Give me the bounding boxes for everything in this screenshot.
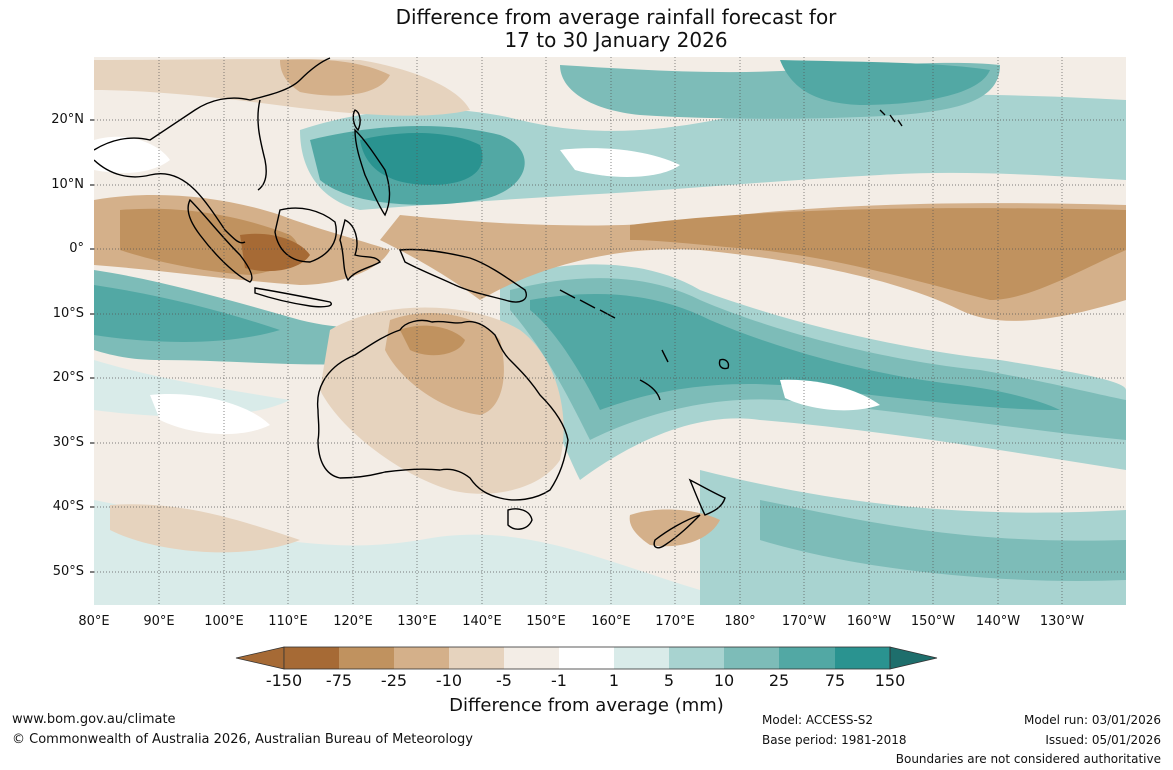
lat-label-20s: 20°S: [52, 370, 84, 385]
axis-ticks: [90, 119, 94, 573]
colorbar-swatch-10: [779, 647, 835, 669]
lat-label-0: 0°: [69, 241, 84, 256]
fiji-outline: [718, 358, 730, 370]
colorbar-tick-m150: -150: [265, 671, 303, 690]
colorbar-tick-5: 5: [663, 671, 675, 690]
lon-label-120e: 120°E: [333, 614, 373, 629]
lat-label-30s: 30°S: [52, 435, 84, 450]
lat-label-40s: 40°S: [52, 499, 84, 514]
borneo-outline: [274, 207, 337, 263]
new-guinea-outline: [398, 248, 527, 303]
chart-title-line1: Difference from average rainfall forecas…: [395, 5, 837, 29]
sumatra-outline: [187, 198, 253, 283]
vanuatu-new-caledonia-outline: [639, 349, 669, 401]
lon-label-150e: 150°E: [526, 614, 566, 629]
chart-title-line2: 17 to 30 January 2026: [504, 28, 728, 52]
colorbar-swatch-7: [614, 647, 669, 669]
colorbar-tick-75: 75: [824, 671, 846, 690]
new-zealand-south-outline: [653, 514, 701, 549]
colorbar-swatch-11: [835, 647, 890, 669]
lat-label-10n: 10°N: [51, 177, 84, 192]
taiwan-outline: [352, 109, 361, 132]
colorbar-extend-wet: [889, 646, 938, 670]
colorbar-swatch-2: [339, 647, 394, 669]
colorbar-label: Difference from average (mm): [449, 695, 724, 716]
graticule: [94, 57, 1126, 605]
tasmania-outline: [507, 508, 533, 530]
land-outlines: [94, 57, 903, 549]
colorbar-swatch-8: [669, 647, 724, 669]
colorbar-swatch-1: [284, 647, 339, 669]
anomaly-field: [94, 57, 1126, 605]
lon-label-130w: 130°W: [1039, 614, 1085, 629]
colorbar-swatch-5: [504, 647, 559, 669]
copyright-text: © Commonwealth of Australia 2026, Austra…: [12, 732, 473, 747]
asia-mainland-outline: [94, 57, 331, 244]
boundaries-disclaimer: Boundaries are not considered authoritat…: [895, 752, 1161, 766]
lon-label-130e: 130°E: [397, 614, 437, 629]
colorbar-swatch-3: [394, 647, 449, 669]
lon-label-150w: 150°W: [910, 614, 956, 629]
model-run-date: Model run: 03/01/2026: [1023, 713, 1161, 727]
colorbar-tick-m25: -25: [380, 671, 408, 690]
java-outline: [254, 287, 332, 308]
colorbar-tick-10: 10: [713, 671, 735, 690]
lon-label-180: 180°: [724, 614, 756, 629]
lon-label-170e: 170°E: [655, 614, 695, 629]
lon-label-160w: 160°W: [846, 614, 892, 629]
colorbar-swatch-4: [449, 647, 504, 669]
lat-label-10s: 10°S: [52, 306, 84, 321]
sulawesi-outline: [339, 218, 382, 282]
colorbar-swatch-9: [724, 647, 779, 669]
issued-date: Issued: 05/01/2026: [1045, 733, 1161, 747]
lon-label-140w: 140°W: [975, 614, 1021, 629]
australia-outline: [316, 319, 569, 501]
colorbar-extend-dry: [235, 646, 285, 670]
lon-label-170w: 170°W: [781, 614, 827, 629]
colorbar-tick-m5: -5: [496, 671, 512, 690]
website-link[interactable]: www.bom.gov.au/climate: [12, 712, 176, 727]
colorbar-tick-m1: -1: [551, 671, 567, 690]
lon-label-140e: 140°E: [462, 614, 502, 629]
colorbar-swatch-6: [559, 647, 614, 669]
colorbar-tick-m10: -10: [435, 671, 463, 690]
lat-label-50s: 50°S: [52, 564, 84, 579]
colorbar-tick-25: 25: [768, 671, 790, 690]
lon-label-110e: 110°E: [268, 614, 308, 629]
lat-label-20n: 20°N: [51, 112, 84, 127]
base-period: Base period: 1981-2018: [762, 733, 907, 747]
philippines-outline: [354, 128, 391, 217]
model-name: Model: ACCESS-S2: [762, 713, 874, 727]
colorbar-tick-150: 150: [874, 671, 906, 690]
colorbar-tick-1: 1: [608, 671, 620, 690]
lon-label-160e: 160°E: [591, 614, 631, 629]
lon-label-90e: 90°E: [143, 614, 175, 629]
lon-label-100e: 100°E: [204, 614, 244, 629]
new-zealand-north-outline: [688, 478, 726, 516]
lon-label-80e: 80°E: [78, 614, 110, 629]
colorbar-tick-m75: -75: [325, 671, 353, 690]
hawaii-outline: [879, 109, 903, 127]
